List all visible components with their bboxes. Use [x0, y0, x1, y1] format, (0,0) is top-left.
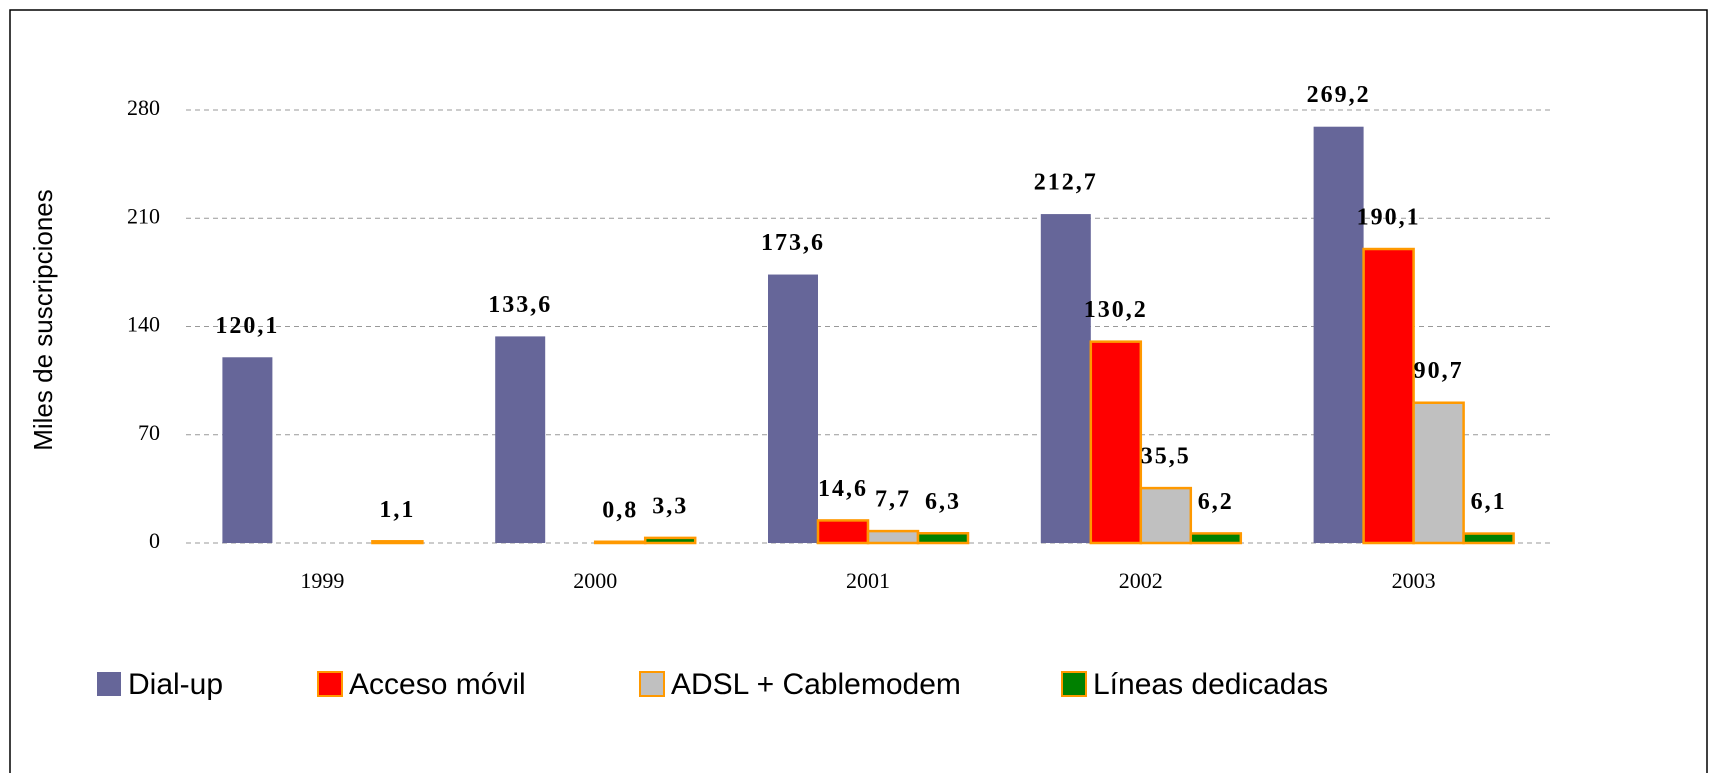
data-label: 133,6	[488, 292, 552, 318]
legend-label: Dial-up	[128, 668, 223, 701]
data-label: 120,1	[215, 313, 279, 339]
bar	[916, 532, 970, 545]
data-label: 6,3	[925, 489, 961, 515]
y-tick-label: 140	[127, 312, 160, 337]
legend-label: Líneas dedicadas	[1093, 668, 1328, 701]
data-label: 14,6	[818, 476, 868, 502]
legend-swatch	[1061, 671, 1087, 697]
y-tick-label: 280	[127, 95, 160, 120]
x-tick-label: 1999	[300, 568, 344, 593]
bar	[1189, 532, 1243, 545]
x-tick-label: 2002	[1119, 568, 1163, 593]
bar	[222, 357, 273, 543]
y-tick-label: 0	[149, 528, 160, 553]
x-tick-label: 2001	[846, 568, 890, 593]
legend-label: ADSL + Cablemodem	[671, 668, 961, 701]
data-label: 6,2	[1198, 489, 1234, 515]
bar	[816, 519, 870, 545]
data-label: 7,7	[875, 487, 911, 513]
bar	[1412, 401, 1465, 545]
bar	[1462, 532, 1515, 545]
x-tick-label: 2000	[573, 568, 617, 593]
legend-label: Acceso móvil	[349, 668, 526, 701]
bar	[768, 274, 818, 543]
bar	[1139, 486, 1193, 545]
data-label: 3,3	[652, 493, 688, 519]
chart-frame	[9, 9, 1708, 773]
data-label: 0,8	[602, 497, 638, 523]
data-label: 6,1	[1471, 489, 1507, 515]
legend-swatch	[97, 672, 121, 696]
legend-swatch	[317, 671, 343, 697]
data-label: 212,7	[1034, 170, 1098, 196]
legend-swatch	[639, 671, 665, 697]
bar	[643, 536, 697, 545]
data-label: 173,6	[761, 230, 825, 256]
data-label: 90,7	[1414, 358, 1464, 384]
bar	[866, 529, 920, 545]
bar	[1040, 214, 1091, 543]
data-label: 269,2	[1307, 82, 1371, 108]
y-tick-label: 210	[127, 203, 160, 228]
bar	[495, 336, 546, 543]
x-tick-label: 2003	[1392, 568, 1436, 593]
y-tick-label: 70	[138, 420, 160, 445]
bar	[1362, 247, 1415, 545]
y-axis-label: Miles de suscripciones	[28, 189, 58, 451]
data-label: 35,5	[1141, 444, 1191, 470]
data-label: 130,2	[1084, 297, 1148, 323]
bar	[1313, 126, 1364, 544]
bar	[371, 540, 424, 545]
data-label: 1,1	[379, 497, 415, 523]
data-label: 190,1	[1357, 205, 1421, 231]
bar	[593, 540, 647, 545]
bar	[1089, 340, 1143, 545]
